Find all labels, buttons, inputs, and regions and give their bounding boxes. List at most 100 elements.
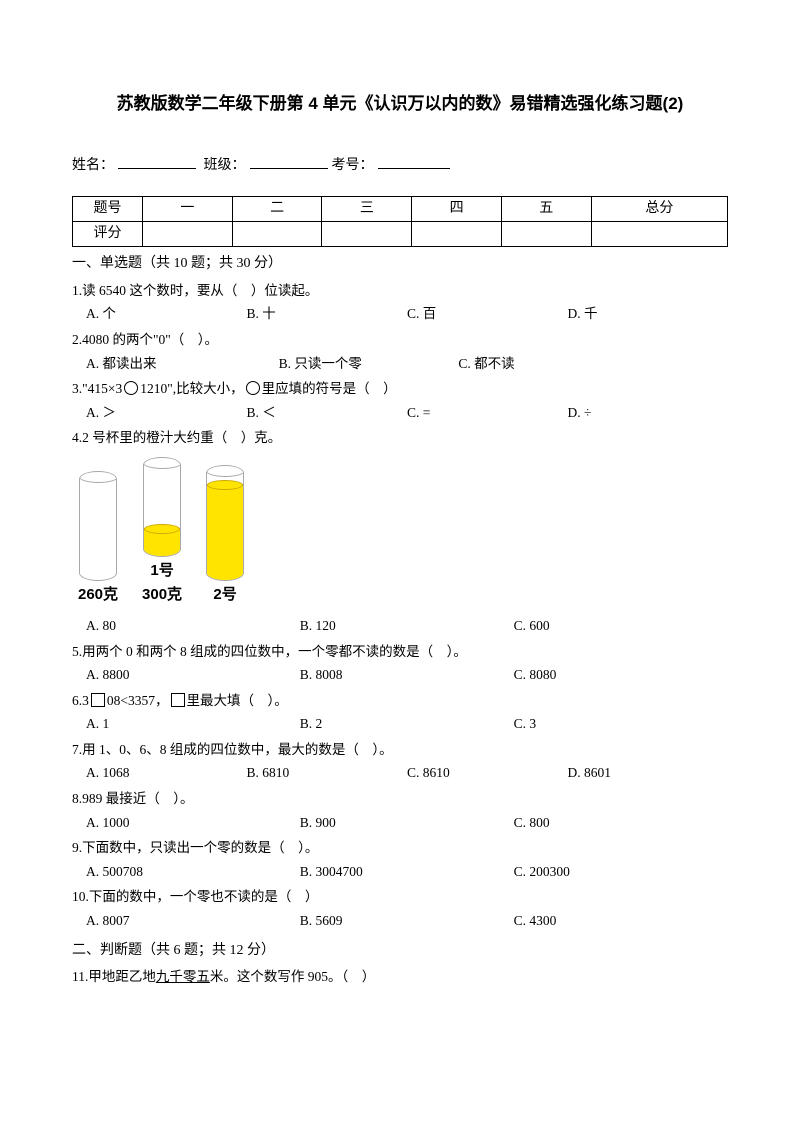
option-b[interactable]: B. 2 [300,713,514,735]
option-a[interactable]: A. 80 [86,615,300,637]
cup-1-label-a: 1号 [142,559,182,583]
page-title: 苏教版数学二年级下册第 4 单元《认识万以内的数》易错精选强化练习题(2) [72,90,728,117]
q9-options: A. 500708 B. 3004700 C. 200300 [72,861,728,883]
circle-icon [246,381,260,395]
option-c[interactable]: C. 200300 [514,861,728,883]
q6-options: A. 1 B. 2 C. 3 [72,713,728,735]
q6-mid: 08<3357， [107,693,169,708]
q4-options: A. 80 B. 120 C. 600 [72,615,728,637]
option-a[interactable]: A. ＞ [86,402,247,424]
option-a[interactable]: A. 8800 [86,664,300,686]
q3-pre: 3."415×3 [72,381,122,396]
q6-pre: 6.3 [72,693,89,708]
cell: 二 [232,196,322,221]
question-10: 10.下面的数中，一个零也不读的是（ ） [72,886,728,908]
cup-1: 1号 300克 [142,457,182,607]
option-c[interactable]: C. 8080 [514,664,728,686]
circle-icon [124,381,138,395]
q8-options: A. 1000 B. 900 C. 800 [72,812,728,834]
q5-options: A. 8800 B. 8008 C. 8080 [72,664,728,686]
cell[interactable] [232,221,322,246]
option-c[interactable]: C. 都不读 [458,353,638,375]
cell: 总分 [591,196,727,221]
q3-options: A. ＞ B. ＜ C. = D. ÷ [72,402,728,424]
option-b[interactable]: B. 十 [247,303,408,325]
class-label: 班级： [204,158,246,173]
option-a[interactable]: A. 都读出来 [86,353,279,375]
option-c[interactable]: C. = [407,402,568,424]
option-a[interactable]: A. 8007 [86,910,300,932]
name-blank[interactable] [118,168,196,169]
option-b[interactable]: B. 900 [300,812,514,834]
option-c[interactable]: C. 百 [407,303,568,325]
cell: 一 [143,196,233,221]
cell[interactable] [412,221,502,246]
option-d[interactable]: D. ÷ [568,402,729,424]
option-b[interactable]: B. 只读一个零 [279,353,459,375]
q3-mid: 1210",比较大小， [140,381,243,396]
cell-label: 评分 [73,221,143,246]
id-blank[interactable] [378,168,450,169]
question-11: 11.甲地距乙地九千零五米。这个数写作 905。（ ） [72,966,728,988]
section-1-heading: 一、单选题（共 10 题；共 30 分） [72,253,728,275]
q10-options: A. 8007 B. 5609 C. 4300 [72,910,728,932]
option-b[interactable]: B. ＜ [247,402,408,424]
q11-underline: 九千零五 [156,969,210,984]
option-a[interactable]: A. 1000 [86,812,300,834]
cell[interactable] [501,221,591,246]
cup-0: 260克 [78,471,118,607]
option-c[interactable]: C. 600 [514,615,728,637]
class-blank[interactable] [250,168,328,169]
q11-post: 米。这个数写作 905。（ ） [210,969,375,984]
cup-1-label-b: 300克 [142,583,182,607]
question-9: 9.下面数中，只读出一个零的数是（ ）。 [72,837,728,859]
cell[interactable] [591,221,727,246]
score-table: 题号 一 二 三 四 五 总分 评分 [72,196,728,248]
cell: 四 [412,196,502,221]
question-5: 5.用两个 0 和两个 8 组成的四位数中，一个零都不读的数是（ ）。 [72,641,728,663]
question-6: 6.3 08<3357， 里最大填（ ）。 [72,690,728,712]
student-info-line: 姓名： 班级： 考号： [72,155,728,177]
table-row: 题号 一 二 三 四 五 总分 [73,196,728,221]
name-label: 姓名： [72,158,114,173]
option-c[interactable]: C. 800 [514,812,728,834]
table-row: 评分 [73,221,728,246]
cell-label: 题号 [73,196,143,221]
cell[interactable] [322,221,412,246]
q4-figure: 260克 1号 300克 2号 [78,457,728,607]
question-3: 3."415×3 1210",比较大小， 里应填的符号是（ ） [72,378,728,400]
cup-2-label: 2号 [206,583,244,607]
option-d[interactable]: D. 8601 [568,762,729,784]
question-8: 8.989 最接近（ ）。 [72,788,728,810]
option-b[interactable]: B. 3004700 [300,861,514,883]
option-b[interactable]: B. 8008 [300,664,514,686]
cup-0-label: 260克 [78,583,118,607]
square-icon [91,693,105,707]
q3-post: 里应填的符号是（ ） [262,381,397,396]
cell: 五 [501,196,591,221]
option-d[interactable]: D. 千 [568,303,729,325]
option-a[interactable]: A. 1 [86,713,300,735]
square-icon [171,693,185,707]
question-7: 7.用 1、0、6、8 组成的四位数中，最大的数是（ ）。 [72,739,728,761]
section-2-heading: 二、判断题（共 6 题；共 12 分） [72,940,728,962]
question-4: 4.2 号杯里的橙汁大约重（ ）克。 [72,427,728,449]
cell[interactable] [143,221,233,246]
option-b[interactable]: B. 5609 [300,910,514,932]
option-a[interactable]: A. 500708 [86,861,300,883]
question-1: 1.读 6540 这个数时，要从（ ）位读起。 [72,280,728,302]
q11-pre: 11.甲地距乙地 [72,969,156,984]
option-b[interactable]: B. 120 [300,615,514,637]
cup-2: 2号 [206,465,244,607]
option-a[interactable]: A. 个 [86,303,247,325]
option-c[interactable]: C. 8610 [407,762,568,784]
q6-post: 里最大填（ ）。 [187,693,288,708]
id-label: 考号： [332,158,374,173]
option-c[interactable]: C. 3 [514,713,728,735]
question-2: 2.4080 的两个"0"（ ）。 [72,329,728,351]
q7-options: A. 1068 B. 6810 C. 8610 D. 8601 [72,762,728,784]
cell: 三 [322,196,412,221]
option-c[interactable]: C. 4300 [514,910,728,932]
option-a[interactable]: A. 1068 [86,762,247,784]
option-b[interactable]: B. 6810 [247,762,408,784]
